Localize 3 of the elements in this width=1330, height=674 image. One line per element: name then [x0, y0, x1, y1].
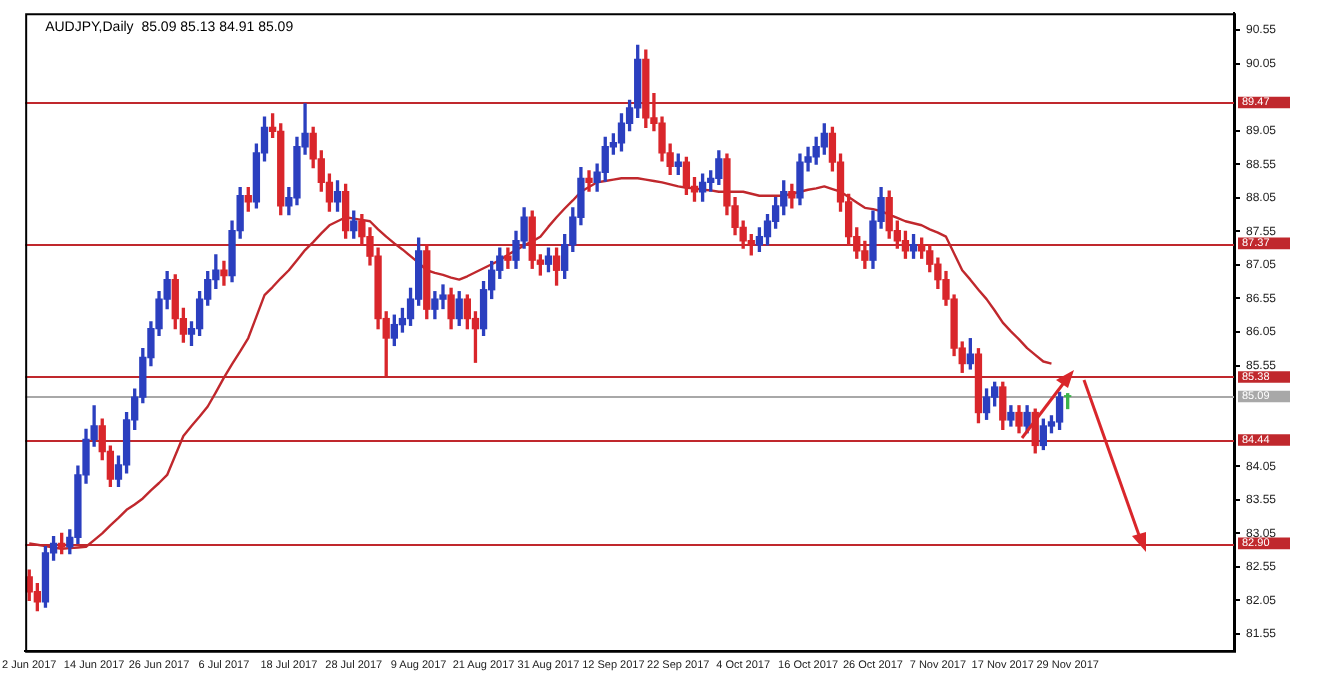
candlestick: [220, 260, 228, 286]
candlestick: [585, 170, 593, 192]
candlestick: [504, 247, 512, 269]
